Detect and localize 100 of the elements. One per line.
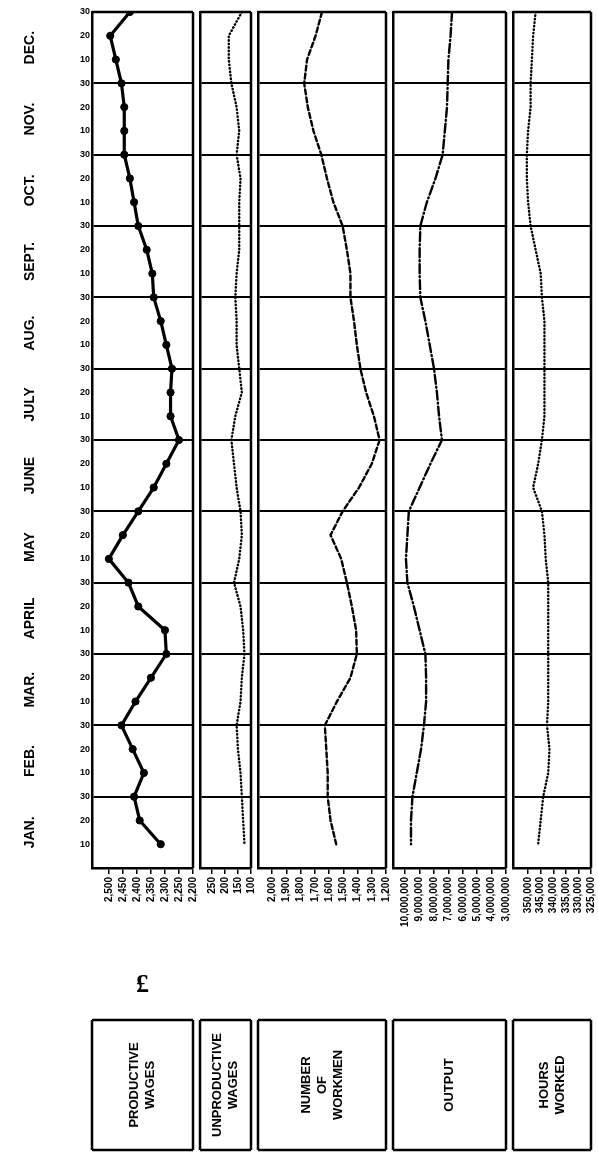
point (120, 126, 129, 135)
point (117, 721, 126, 730)
y-tick-label: 20 (79, 814, 90, 825)
point (174, 435, 184, 445)
y-tick-label: 10 (79, 268, 90, 279)
text: MAR. (20, 671, 37, 708)
text: AUG. (20, 315, 37, 351)
x-tick-label: 10,000,000 (398, 876, 410, 928)
x-tick-label: 250 (205, 876, 217, 894)
text: UNPRODUCTIVE WAGES (209, 1032, 241, 1138)
x-tick-label: 330,000 (572, 876, 584, 914)
x-tick-label: 1,500 (337, 876, 349, 903)
y-tick-label: 20 (79, 172, 90, 183)
x-tick-label: 2,450 (116, 876, 128, 903)
point (139, 768, 148, 777)
text: OUTPUT (441, 1058, 457, 1112)
y-tick-label: 30 (79, 434, 90, 445)
point (134, 221, 143, 231)
x-tick-label: 1,200 (379, 876, 391, 903)
point (129, 792, 139, 801)
x-tick-label: 1,800 (294, 876, 306, 903)
y-tick-label: 30 (79, 648, 90, 659)
point (104, 554, 113, 563)
y-tick-label: 20 (79, 386, 90, 397)
y-tick-label: 10 (79, 339, 90, 350)
y-tick-label: 10 (79, 624, 90, 635)
y-tick-label: 20 (79, 101, 90, 112)
y-tick-label: 20 (79, 529, 90, 540)
x-tick-label: 2,350 (144, 876, 156, 903)
y-tick-label: 20 (79, 315, 90, 326)
x-tick-label: 9,000,000 (413, 876, 425, 922)
y-tick-label: 20 (79, 600, 90, 611)
point (106, 31, 115, 40)
x-tick-label: 350,000 (521, 876, 533, 914)
text: APRIL (20, 596, 37, 640)
text: OCT. (20, 174, 37, 207)
x-tick-label: 1,300 (365, 876, 377, 903)
x-tick-label: 5,000,000 (470, 876, 482, 922)
text: NUMBER OF WORKMEN (297, 1049, 345, 1121)
point (160, 626, 170, 635)
point (162, 459, 171, 468)
point (166, 412, 175, 421)
y-tick-label: 20 (79, 244, 90, 255)
point (149, 293, 158, 302)
point (118, 531, 127, 540)
text: JULY (20, 386, 37, 422)
x-tick-label: 1,400 (351, 876, 363, 903)
x-tick-label: 2,250 (172, 876, 184, 903)
y-tick-label: 20 (79, 743, 90, 754)
y-tick-label: 30 (79, 220, 90, 231)
point (125, 174, 134, 183)
x-tick-label: 1,900 (280, 876, 292, 903)
y-tick-label: 30 (79, 719, 90, 730)
x-tick-label: 325,000 (584, 876, 596, 914)
point (120, 103, 129, 112)
text: SEPT. (20, 242, 37, 282)
y-tick-label: 20 (79, 458, 90, 469)
x-tick-label: 1,600 (322, 876, 334, 903)
text: HOURS WORKED (535, 1055, 567, 1115)
x-tick-label: 335,000 (559, 876, 571, 914)
point (156, 317, 165, 326)
point (120, 150, 129, 159)
y-tick-label: 30 (79, 149, 90, 160)
x-tick-label: 345,000 (534, 876, 546, 914)
x-tick-label: 2,500 (102, 876, 114, 903)
text: PRODUCTIVE WAGES (126, 1042, 158, 1128)
y-tick-label: 30 (79, 577, 90, 588)
x-tick-label: 1,700 (308, 876, 320, 903)
y-tick-label: 10 (79, 838, 90, 849)
x-tick-label: 2,000 (265, 876, 277, 903)
x-tick-label: 150 (231, 876, 243, 894)
text: FEB. (20, 745, 37, 777)
point (124, 578, 133, 587)
y-tick-label: 10 (79, 196, 90, 207)
x-tick-label: 7,000,000 (442, 876, 454, 922)
y-tick-label: 30 (79, 77, 90, 88)
x-tick-label: 3,000,000 (499, 876, 511, 922)
point (149, 483, 158, 492)
point (167, 364, 177, 373)
text: JUNE (20, 456, 37, 495)
x-tick-label: 2,200 (186, 876, 198, 903)
y-tick-label: 30 (79, 6, 90, 17)
point (142, 245, 151, 254)
y-tick-label: 20 (79, 30, 90, 41)
text: JAN. (20, 816, 37, 849)
point (162, 649, 171, 659)
text: NOV. (20, 102, 37, 136)
x-tick-label: 4,000,000 (485, 876, 497, 922)
y-tick-label: 10 (79, 482, 90, 493)
point (148, 269, 157, 278)
y-tick-label: 10 (79, 125, 90, 136)
y-tick-label: 10 (79, 767, 90, 778)
y-tick-label: 10 (79, 54, 90, 65)
point (131, 697, 140, 706)
y-tick-label: 10 (79, 410, 90, 421)
y-tick-label: 20 (79, 672, 90, 683)
x-tick-label: 2,400 (130, 876, 142, 903)
point (134, 602, 143, 611)
point (117, 79, 126, 88)
y-tick-label: 30 (79, 791, 90, 802)
